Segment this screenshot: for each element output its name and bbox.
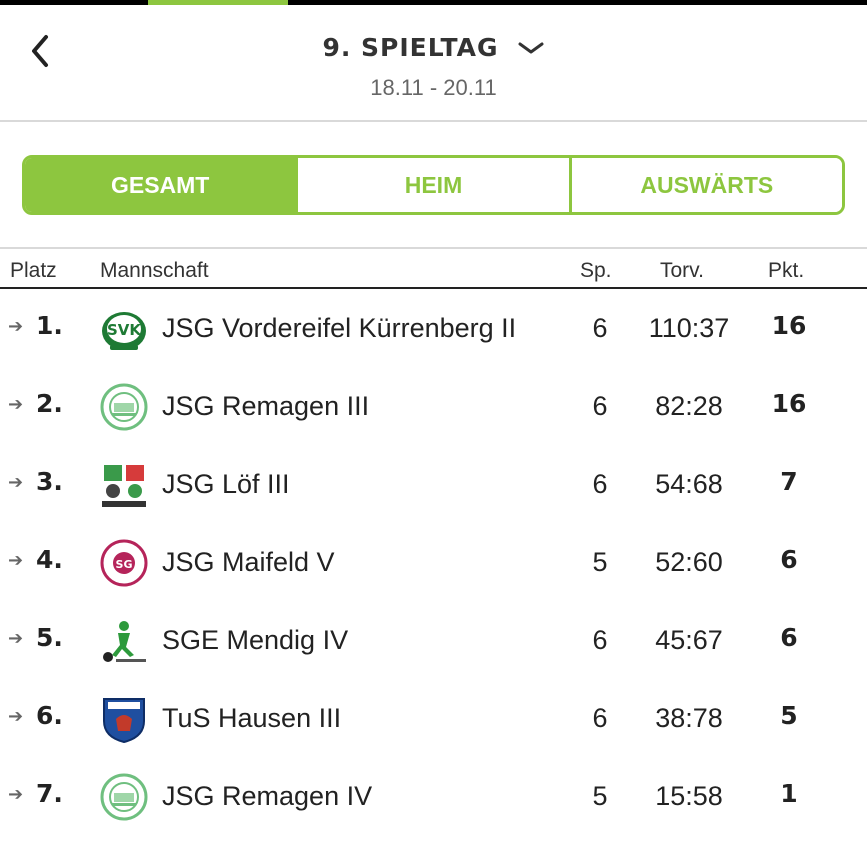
games-played: 6 bbox=[592, 469, 608, 499]
table-row[interactable]: ➔ 5. SGE Mendig IV 6 45:67 6 bbox=[0, 601, 867, 679]
arrow-right-icon: ➔ bbox=[8, 628, 24, 648]
place: 7. bbox=[36, 779, 63, 808]
tab-auswaerts[interactable]: AUSWÄRTS bbox=[571, 158, 842, 212]
arrow-right-icon: ➔ bbox=[8, 784, 24, 804]
points: 5 bbox=[780, 701, 798, 730]
games-played: 6 bbox=[592, 703, 608, 733]
arrow-right-icon: ➔ bbox=[8, 394, 24, 414]
hausen-crest-icon bbox=[103, 698, 145, 743]
arrow-right-icon: ➔ bbox=[8, 472, 24, 492]
page-title: 9. SPIELTAG bbox=[322, 33, 499, 62]
games-played: 5 bbox=[592, 547, 608, 577]
team-name: SGE Mendig IV bbox=[162, 625, 349, 655]
goal-ratio: 45:67 bbox=[655, 625, 723, 655]
svk-crest-icon: SVK bbox=[102, 312, 146, 350]
games-played: 6 bbox=[592, 391, 608, 421]
place: 3. bbox=[36, 467, 63, 496]
team-name: JSG Remagen III bbox=[162, 391, 370, 421]
maifeld-crest-icon: SG bbox=[100, 539, 148, 587]
games-played: 5 bbox=[592, 781, 608, 811]
table-row[interactable]: ➔ 6. TuS Hausen III 6 38:78 5 bbox=[0, 679, 867, 757]
column-header-games: Sp. bbox=[580, 259, 612, 282]
chevron-down-icon bbox=[518, 42, 544, 53]
table-row[interactable]: ➔ 2. JSG Remagen III 6 82:28 16 bbox=[0, 367, 867, 445]
arrow-right-icon: ➔ bbox=[8, 706, 24, 726]
tab-gesamt[interactable]: GESAMT bbox=[25, 158, 299, 212]
place: 4. bbox=[36, 545, 63, 574]
games-played: 6 bbox=[592, 625, 608, 655]
points: 1 bbox=[780, 779, 798, 808]
goal-ratio: 52:60 bbox=[655, 547, 723, 577]
place: 6. bbox=[36, 701, 63, 730]
title-wrap: 9. SPIELTAG bbox=[0, 33, 867, 62]
points: 6 bbox=[780, 545, 798, 574]
loef-crest-icon bbox=[102, 465, 146, 507]
team-name: JSG Löf III bbox=[162, 469, 290, 499]
points: 16 bbox=[771, 311, 807, 340]
place: 5. bbox=[36, 623, 63, 652]
mendig-crest-icon bbox=[103, 621, 146, 662]
tab-heim[interactable]: HEIM bbox=[298, 158, 572, 212]
place: 1. bbox=[36, 311, 63, 340]
column-header-points: Pkt. bbox=[768, 259, 805, 282]
goal-ratio: 82:28 bbox=[655, 391, 723, 421]
table-row[interactable]: ➔ 4. SG JSG Maifeld V 5 52:60 6 bbox=[0, 523, 867, 601]
tab-bar: GESAMT HEIM AUSWÄRTS bbox=[22, 155, 845, 215]
goal-ratio: 54:68 bbox=[655, 469, 723, 499]
points: 7 bbox=[780, 467, 798, 496]
goal-ratio: 38:78 bbox=[655, 703, 723, 733]
table-header: Platz Mannschaft Sp. Torv. Pkt. bbox=[0, 247, 867, 289]
team-name: TuS Hausen III bbox=[162, 703, 342, 733]
table-row[interactable]: ➔ 1. SVK JSG Vordereifel Kürrenberg II 6… bbox=[0, 289, 867, 367]
arrow-right-icon: ➔ bbox=[8, 316, 24, 336]
points: 6 bbox=[780, 623, 798, 652]
svg-text:SVK: SVK bbox=[107, 321, 142, 339]
goal-ratio: 15:58 bbox=[655, 781, 723, 811]
header: 9. SPIELTAG 18.11 - 20.11 bbox=[0, 5, 867, 122]
column-header-team: Mannschaft bbox=[100, 259, 209, 282]
column-header-place: Platz bbox=[10, 259, 57, 282]
arrow-right-icon: ➔ bbox=[8, 550, 24, 570]
back-button[interactable] bbox=[24, 31, 58, 71]
top-strip-accent bbox=[148, 0, 288, 5]
matchday-selector[interactable]: 9. SPIELTAG bbox=[322, 33, 544, 62]
games-played: 6 bbox=[592, 313, 608, 343]
standings-table: ➔ 1. SVK JSG Vordereifel Kürrenberg II 6… bbox=[0, 289, 867, 835]
table-row[interactable]: ➔ 3. JSG Löf III 6 54:68 7 bbox=[0, 445, 867, 523]
remagen-crest-icon bbox=[100, 773, 148, 821]
column-header-goals: Torv. bbox=[660, 259, 704, 282]
table-row[interactable]: ➔ 7. JSG Remagen IV 5 15:58 1 bbox=[0, 757, 867, 835]
svg-text:SG: SG bbox=[116, 558, 133, 571]
top-strip bbox=[0, 0, 867, 5]
place: 2. bbox=[36, 389, 63, 418]
team-name: JSG Maifeld V bbox=[162, 547, 335, 577]
chevron-left-icon bbox=[32, 35, 48, 67]
team-name: JSG Remagen IV bbox=[162, 781, 373, 811]
points: 16 bbox=[771, 389, 807, 418]
goal-ratio: 110:37 bbox=[648, 313, 730, 343]
team-name: JSG Vordereifel Kürrenberg II bbox=[162, 313, 517, 343]
date-range: 18.11 - 20.11 bbox=[370, 75, 497, 100]
remagen-crest-icon bbox=[100, 383, 148, 431]
